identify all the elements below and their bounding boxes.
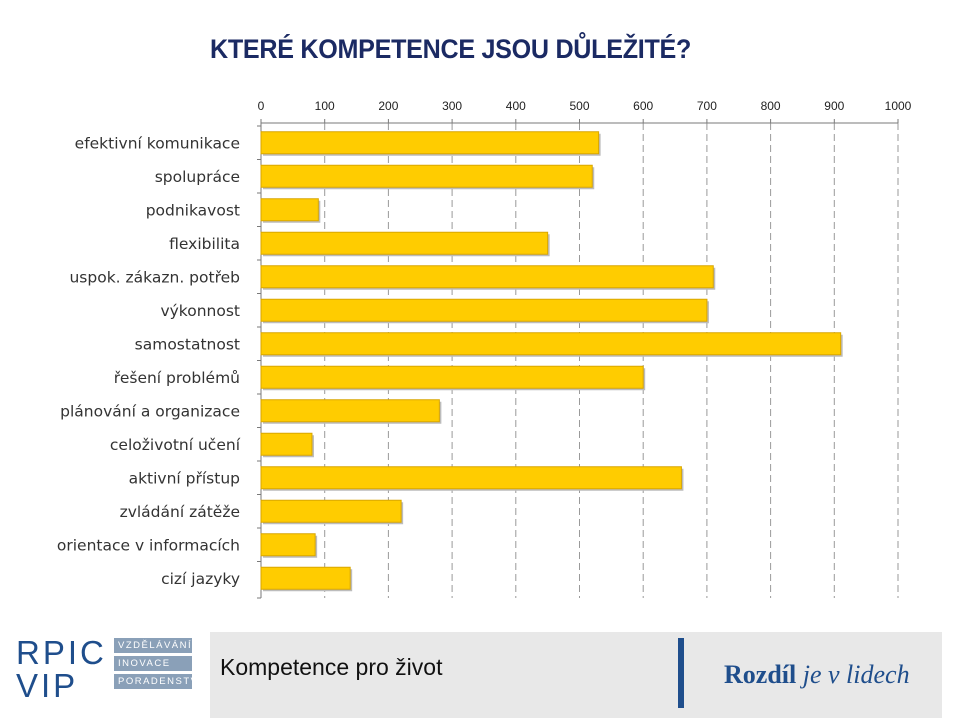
footer-slogan-right: Rozdíl je v lidech [724,660,910,690]
footer: RPIC VIP VZDĚLÁVÁNÍ INOVACE PORADENSTVÍ … [0,622,960,720]
x-tick-label: 800 [761,99,781,113]
footer-divider [678,638,684,708]
footer-slogan-left: Kompetence pro život [220,654,443,680]
bar [260,231,549,255]
category-label: řešení problémů [114,369,240,387]
category-label: efektivní komunikace [75,134,240,152]
x-tick-label: 400 [506,99,526,113]
bar [260,265,714,289]
category-label: spolupráce [155,168,240,186]
bar [260,198,319,222]
bar [260,164,593,188]
bar [260,432,313,456]
x-tick-label: 300 [442,99,462,113]
category-label: samostatnost [135,335,240,353]
page-title: KTERÉ KOMPETENCE JSOU DŮLEŽITÉ? [210,34,692,64]
category-label: výkonnost [160,302,240,320]
footer-slogan-bold: Rozdíl [724,660,797,689]
bar [260,131,600,155]
category-label: zvládání zátěže [120,503,240,521]
category-label: cizí jazyky [161,570,240,588]
category-label: aktivní přístup [129,469,240,487]
footer-slogan-italic: je v lidech [796,660,910,689]
x-tick-label: 200 [378,99,398,113]
category-label: plánování a organizace [60,402,240,420]
x-tick-label: 1000 [885,99,912,113]
logo-word-top: RPIC [16,634,107,671]
bar [260,298,708,322]
bar [260,566,351,590]
bar [260,365,644,389]
x-tick-label: 0 [258,99,265,113]
x-tick-label: 500 [569,99,589,113]
category-label: orientace v informacích [57,536,240,554]
bar [260,466,682,490]
category-label: flexibilita [169,235,240,253]
x-tick-label: 600 [633,99,653,113]
category-label: podnikavost [146,201,240,219]
x-tick-label: 900 [824,99,844,113]
bar-chart: 0 100 200 300 400 500 600 700 800 900 1000 efektivn… [57,99,912,599]
bar [260,332,842,356]
bar [260,399,440,423]
bar [260,533,316,557]
x-tick-label: 700 [697,99,717,113]
bar [260,499,402,523]
footer-panel: Kompetence pro život Rozdíl je v lidech [210,632,942,718]
logo-tag: INOVACE [114,656,192,671]
logo-tag: PORADENSTVÍ [114,674,201,689]
logo-word-bottom: VIP [16,667,79,704]
rpic-vip-logo: RPIC VIP [16,636,104,702]
category-label: uspok. zákazn. potřeb [69,268,240,286]
logo-tag: VZDĚLÁVÁNÍ [114,638,192,653]
category-label: celoživotní učení [110,436,241,454]
x-tick-label: 100 [315,99,335,113]
logo-tags: VZDĚLÁVÁNÍ INOVACE PORADENSTVÍ [114,638,201,692]
